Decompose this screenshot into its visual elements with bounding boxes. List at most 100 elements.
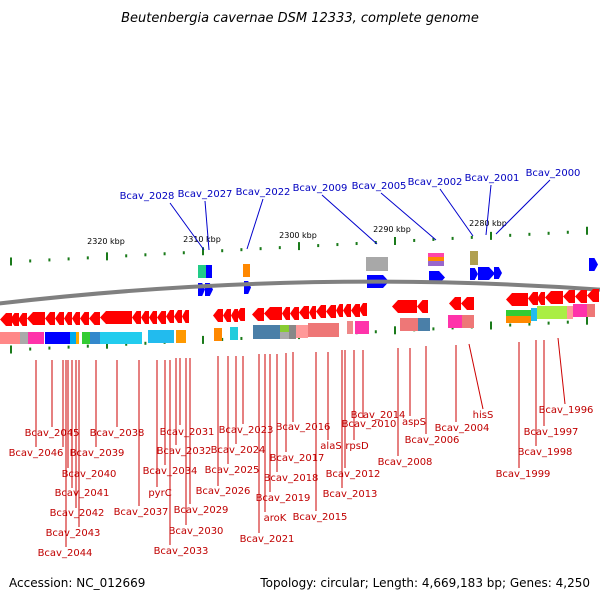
feature-bcav-2022[interactable]	[243, 264, 250, 277]
feature-strip-29[interactable]	[537, 306, 567, 319]
gene-label-bcav-2001[interactable]: Bcav_2001	[465, 173, 520, 184]
scale-tick-top	[240, 248, 243, 252]
gene-label-bcav-2024[interactable]: Bcav_2024	[211, 445, 266, 456]
scale-label-2280: 2280 kbp	[469, 219, 507, 228]
gene-label-hiss[interactable]: hisS	[473, 410, 494, 421]
feature-strip-10[interactable]	[148, 330, 174, 343]
gene-label-bcav-2002[interactable]: Bcav_2002	[408, 177, 463, 188]
gene-label-bcav-2030[interactable]: Bcav_2030	[169, 526, 224, 537]
gene-label-bcav-2008[interactable]: Bcav_2008	[378, 457, 433, 468]
gene-label-bcav-2026[interactable]: Bcav_2026	[196, 486, 251, 497]
feature-strip-21[interactable]	[355, 321, 369, 334]
gene-label-bcav-2038[interactable]: Bcav_2038	[90, 428, 145, 439]
feature-strip-7[interactable]	[82, 332, 90, 344]
reverse-gene-arrow	[309, 306, 316, 319]
gene-label-bcav-2010[interactable]: Bcav_2010	[342, 419, 397, 430]
feature-strip-13[interactable]	[230, 327, 238, 340]
gene-label-rpsd[interactable]: rpsD	[345, 441, 369, 452]
gene-label-bcav-2018[interactable]: Bcav_2018	[264, 473, 319, 484]
feature-strip-31[interactable]	[573, 304, 587, 317]
gene-label-bcav-2022[interactable]: Bcav_2022	[236, 187, 291, 198]
gene-label-bcav-2031[interactable]: Bcav_2031	[160, 427, 215, 438]
gene-label-bcav-2014[interactable]: Bcav_2014	[351, 410, 406, 421]
gene-label-bcav-2027[interactable]: Bcav_2027	[178, 189, 233, 200]
gene-label-bcav-2045[interactable]: Bcav_2045	[25, 428, 80, 439]
feature-strip-8[interactable]	[90, 332, 100, 344]
feature-strip-27[interactable]	[506, 316, 531, 323]
feature-bcav-2002[interactable]	[470, 251, 478, 265]
feature-bcav-2028[interactable]	[198, 265, 206, 278]
feature-strip-20[interactable]	[347, 321, 353, 334]
feature-strip-2[interactable]	[20, 332, 28, 344]
feature-strip-16[interactable]	[280, 332, 289, 339]
feature-strip-15[interactable]	[280, 325, 289, 332]
gene-label-bcav-2032[interactable]: Bcav_2032	[157, 446, 212, 457]
feature-bcav-2009[interactable]	[366, 257, 388, 271]
feature-strip-17[interactable]	[289, 325, 296, 339]
feature-strip-25[interactable]	[462, 315, 474, 328]
feature-strip-22[interactable]	[400, 318, 418, 331]
gene-label-bcav-2019[interactable]: Bcav_2019	[256, 493, 311, 504]
gene-label-bcav-2023[interactable]: Bcav_2023	[219, 425, 274, 436]
gene-label-bcav-2017[interactable]: Bcav_2017	[270, 453, 325, 464]
feature-bcav-2005-a[interactable]	[428, 253, 444, 257]
feature-strip-23[interactable]	[418, 318, 430, 331]
gene-label-bcav-1999[interactable]: Bcav_1999	[496, 469, 551, 480]
forward-strand-features	[198, 251, 478, 278]
feature-strip-11[interactable]	[176, 330, 186, 343]
reverse-gene-arrow	[252, 308, 264, 321]
gene-label-bcav-2040[interactable]: Bcav_2040	[62, 469, 117, 480]
feature-bcav-2027[interactable]	[206, 265, 212, 278]
gene-label-alas[interactable]: alaS	[320, 441, 341, 452]
gene-label-bcav-2025[interactable]: Bcav_2025	[205, 465, 260, 476]
feature-strip-24[interactable]	[448, 315, 462, 328]
gene-label-bcav-2005[interactable]: Bcav_2005	[352, 181, 407, 192]
feature-strip-18[interactable]	[296, 325, 308, 338]
gene-label-pyrc[interactable]: pyrC	[148, 488, 171, 499]
feature-strip-32[interactable]	[587, 304, 595, 317]
scale-tick-bottom	[528, 322, 531, 326]
scale-tick-top	[528, 232, 531, 236]
gene-label-arok[interactable]: aroK	[264, 513, 287, 524]
gene-label-bcav-2046[interactable]: Bcav_2046	[9, 448, 64, 459]
feature-strip-14[interactable]	[253, 325, 280, 339]
gene-label-bcav-1998[interactable]: Bcav_1998	[518, 447, 573, 458]
feature-strip-6[interactable]	[76, 332, 79, 344]
gene-label-bcav-2034[interactable]: Bcav_2034	[143, 466, 198, 477]
gene-label-bcav-2013[interactable]: Bcav_2013	[323, 489, 378, 500]
gene-label-bcav-2044[interactable]: Bcav_2044	[38, 548, 93, 559]
gene-label-bcav-2000[interactable]: Bcav_2000	[526, 168, 581, 179]
reverse-gene-arrow	[587, 289, 599, 302]
gene-label-bcav-2043[interactable]: Bcav_2043	[46, 528, 101, 539]
feature-strip-28[interactable]	[531, 308, 537, 321]
gene-label-bcav-2016[interactable]: Bcav_2016	[276, 422, 331, 433]
gene-label-bcav-1996[interactable]: Bcav_1996	[539, 405, 594, 416]
feature-strip-30[interactable]	[567, 306, 573, 319]
feature-strip-1[interactable]	[0, 332, 20, 344]
gene-label-bcav-2041[interactable]: Bcav_2041	[55, 488, 110, 499]
gene-label-bcav-2015[interactable]: Bcav_2015	[293, 512, 348, 523]
gene-label-bcav-2006[interactable]: Bcav_2006	[405, 435, 460, 446]
gene-label-bcav-2009[interactable]: Bcav_2009	[293, 183, 348, 194]
gene-label-bcav-2033[interactable]: Bcav_2033	[154, 546, 209, 557]
reverse-gene-arrow	[326, 305, 336, 318]
feature-bcav-2005-b[interactable]	[428, 257, 444, 261]
feature-strip-12[interactable]	[214, 328, 222, 341]
gene-label-bcav-2028[interactable]: Bcav_2028	[120, 191, 175, 202]
gene-label-bcav-2012[interactable]: Bcav_2012	[326, 469, 381, 480]
gene-label-bcav-2004[interactable]: Bcav_2004	[435, 423, 490, 434]
gene-label-bcav-2029[interactable]: Bcav_2029	[174, 505, 229, 516]
feature-strip-5[interactable]	[70, 332, 76, 344]
feature-strip-19[interactable]	[308, 323, 339, 337]
feature-strip-9[interactable]	[100, 332, 142, 344]
gene-label-bcav-2042[interactable]: Bcav_2042	[50, 508, 105, 519]
feature-bcav-2005-c[interactable]	[428, 261, 444, 266]
gene-label-bcav-2039[interactable]: Bcav_2039	[70, 448, 125, 459]
gene-label-asps[interactable]: aspS	[402, 417, 426, 428]
gene-label-bcav-1997[interactable]: Bcav_1997	[524, 427, 579, 438]
gene-label-bcav-2037[interactable]: Bcav_2037	[114, 507, 169, 518]
feature-strip-26[interactable]	[506, 310, 531, 316]
gene-label-bcav-2021[interactable]: Bcav_2021	[240, 534, 295, 545]
feature-strip-3[interactable]	[28, 332, 44, 344]
feature-strip-4[interactable]	[45, 332, 70, 344]
